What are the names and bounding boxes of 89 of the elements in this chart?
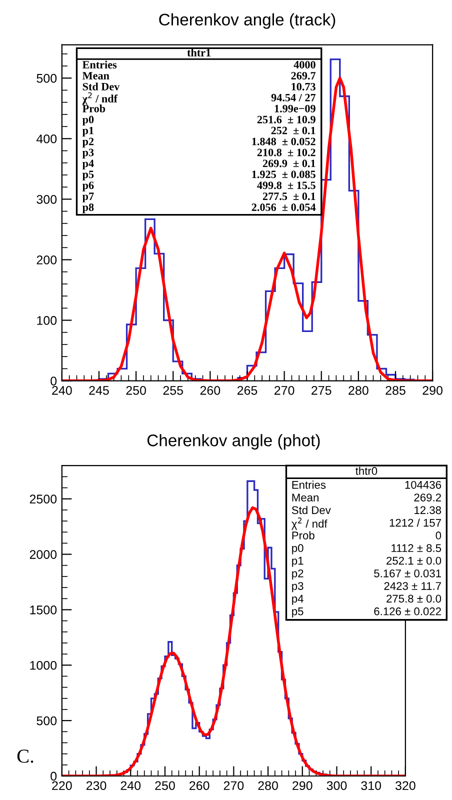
x-tick-label: 260 (190, 781, 210, 790)
annotation: Entries (292, 480, 326, 489)
x-tick-label: 270 (224, 781, 244, 790)
annotation: 1212 / 157 (390, 518, 441, 527)
x-tick-label: 310 (361, 781, 382, 790)
x-tick-label: 260 (200, 386, 220, 395)
annotation: p1 (82, 126, 94, 137)
annotation: 94.54 / 27 (271, 94, 316, 102)
x-tick-label: 290 (422, 386, 443, 395)
annotation: 6.126 ± 0.022 (374, 607, 441, 616)
x-tick-label: 270 (274, 386, 294, 395)
annotation: Std Dev (292, 506, 331, 514)
text: 269.2 (414, 494, 441, 502)
y-tick-label: 300 (36, 194, 57, 204)
x-tick-label: 275 (312, 386, 332, 395)
annotation: p4 (82, 160, 94, 170)
annotation: Entries (82, 60, 117, 68)
text: 0 (436, 532, 442, 540)
y-tick-label: 2500 (30, 494, 57, 504)
x-tick-label: 285 (386, 386, 406, 395)
x-tick-label: 245 (89, 386, 109, 395)
y-tick-label: 200 (36, 256, 57, 264)
annotation: 275.8 ± 0.0 (386, 594, 442, 603)
y-tick-label: 0 (50, 376, 57, 386)
annotation: thtr1 (187, 48, 211, 56)
annotation: χ$^{2}$ / ndf (82, 92, 118, 105)
annotation: p8 (82, 204, 94, 214)
annotation: 10.73 (292, 82, 316, 90)
annotation: 1.848 ± 0.052 (252, 138, 316, 146)
annotation: χ$^{2}$ / ndf (292, 518, 328, 530)
annotation: Std Dev (82, 82, 120, 90)
x-tick-label: 280 (348, 386, 368, 395)
text: 12.38 (414, 506, 442, 514)
y-tick-label: 100 (37, 316, 57, 325)
annotation: 269.9 ± 0.1 (262, 160, 316, 168)
x-tick-label: 290 (292, 781, 312, 790)
text: C. (17, 750, 34, 763)
annotation: thtr0 (356, 466, 378, 475)
annotation: p5 (82, 170, 94, 180)
annotation: p4 (292, 594, 304, 605)
annotation: p1 (292, 556, 304, 567)
annotation: p0 (82, 116, 94, 126)
y-tick-label: 2000 (30, 550, 57, 559)
annotation: 2423 ± 11.7 (384, 582, 441, 590)
annotation: 277.5 ± 0.1 (262, 192, 316, 200)
x-tick-label: 220 (52, 781, 72, 790)
chart-title: Cherenkov angle (track) (159, 13, 336, 29)
annotation: 499.8 ± 15.5 (257, 182, 316, 190)
annotation: p2 (292, 569, 304, 580)
annotation: p3 (82, 148, 94, 158)
annotation: 2.056 ± 0.054 (252, 204, 316, 212)
x-tick-label: 240 (52, 386, 72, 395)
annotation: p7 (82, 192, 94, 202)
y-tick-label: 0 (50, 772, 57, 781)
y-tick-label: 500 (36, 716, 57, 726)
x-tick-label: 320 (395, 781, 416, 790)
y-tick-label: 1000 (30, 660, 57, 670)
annotation: 1.99e−09 (274, 104, 316, 112)
x-tick-label: 300 (326, 781, 347, 790)
annotation: 5.167 ± 0.031 (374, 569, 441, 578)
annotation: Prob (82, 104, 106, 112)
x-tick-label: 265 (237, 386, 258, 395)
x-tick-label: 240 (120, 781, 141, 790)
y-tick-label: 1500 (30, 606, 57, 614)
annotation: p3 (292, 582, 304, 592)
y-tick-label: 500 (36, 74, 57, 83)
annotation: 1112 ± 8.5 (392, 544, 442, 552)
annotation: Mean (292, 494, 318, 502)
x-tick-label: 280 (258, 781, 278, 790)
annotation: 269.7 (291, 72, 316, 80)
x-tick-label: 250 (155, 781, 175, 790)
chart-title: Cherenkov angle (phot) (147, 434, 320, 450)
annotation: 251.6 ± 10.9 (257, 116, 316, 124)
x-tick-label: 250 (126, 386, 146, 395)
annotation: 252.1 ± 0.0 (386, 556, 442, 565)
annotation: 1.925 ± 0.085 (252, 170, 316, 178)
annotation: 4000 (294, 60, 316, 68)
annotation: p5 (292, 608, 304, 618)
x-tick-label: 255 (163, 386, 184, 395)
annotation: p6 (82, 182, 94, 192)
annotation: p0 (292, 544, 304, 554)
x-tick-label: 230 (86, 781, 106, 790)
y-tick-label: 400 (36, 134, 57, 144)
annotation: 104436 (405, 480, 442, 489)
annotation: 252 ± 0.1 (271, 126, 316, 134)
annotation: 210.8 ± 10.2 (257, 148, 316, 156)
annotation: Mean (82, 72, 110, 80)
annotation: p2 (82, 138, 94, 148)
annotation: Prob (292, 531, 314, 540)
